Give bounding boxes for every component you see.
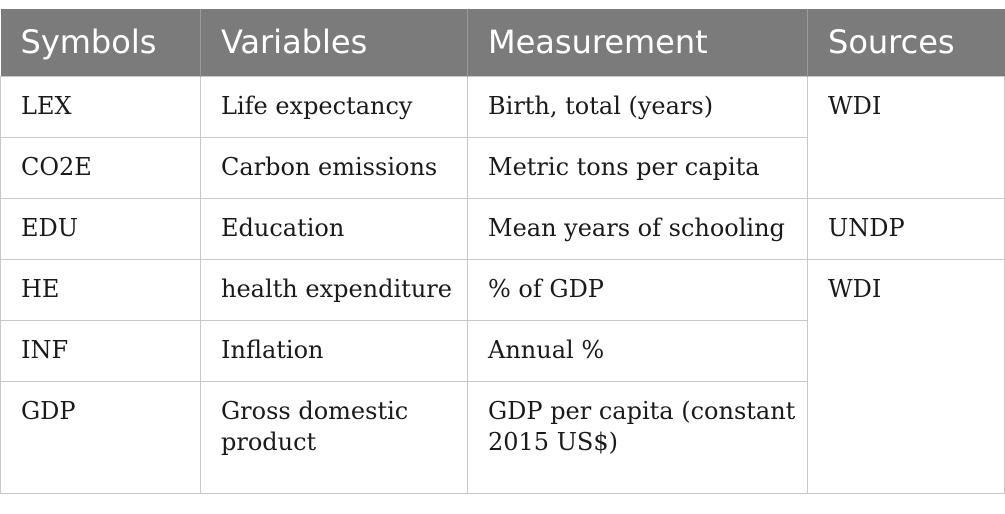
variable-cell: Education [200,197,468,260]
header-row: Symbols Variables Measurement Sources [0,9,1005,76]
header-measurement: Measurement [467,9,808,76]
symbol-cell: GDP [0,380,201,494]
header-sources: Sources [807,9,1005,76]
symbol-cell: HE [0,258,201,321]
symbol-cell: INF [0,319,201,382]
table-row: EDU Education Mean years of schooling UN… [0,197,1005,260]
symbol-cell: EDU [0,197,201,260]
measurement-cell: Birth, total (years) [467,75,808,138]
table-row: LEX Life expectancy Birth, total (years)… [0,75,1005,199]
symbol-cell: CO2E [0,136,201,199]
table-row: HE health expenditure % of GDP WDI [0,258,1005,494]
variable-cell: health expenditure [200,258,468,321]
measurement-cell: Mean years of schooling [467,197,808,260]
symbol-cell: LEX [0,75,201,138]
header-variables: Variables [200,9,468,76]
source-cell: WDI [807,75,1005,199]
measurement-cell: GDP per capita (constant 2015 US$) [467,380,808,494]
variable-cell: Life expectancy [200,75,468,138]
source-cell: UNDP [807,197,1005,260]
measurement-cell: Metric tons per capita [467,136,808,199]
variable-cell: Carbon emissions [200,136,468,199]
header-symbols: Symbols [0,9,201,76]
source-cell: WDI [807,258,1005,494]
table-row: GDP Gross domestic product GDP per capit… [0,380,1005,494]
table-row: CO2E Carbon emissions Metric tons per ca… [0,136,1005,199]
variable-cell: Inflation [200,319,468,382]
measurement-cell: Annual % [467,319,808,382]
variable-cell: Gross domestic product [200,380,468,494]
variables-table: Symbols Variables Measurement Sources LE… [0,9,1005,494]
measurement-cell: % of GDP [467,258,808,321]
